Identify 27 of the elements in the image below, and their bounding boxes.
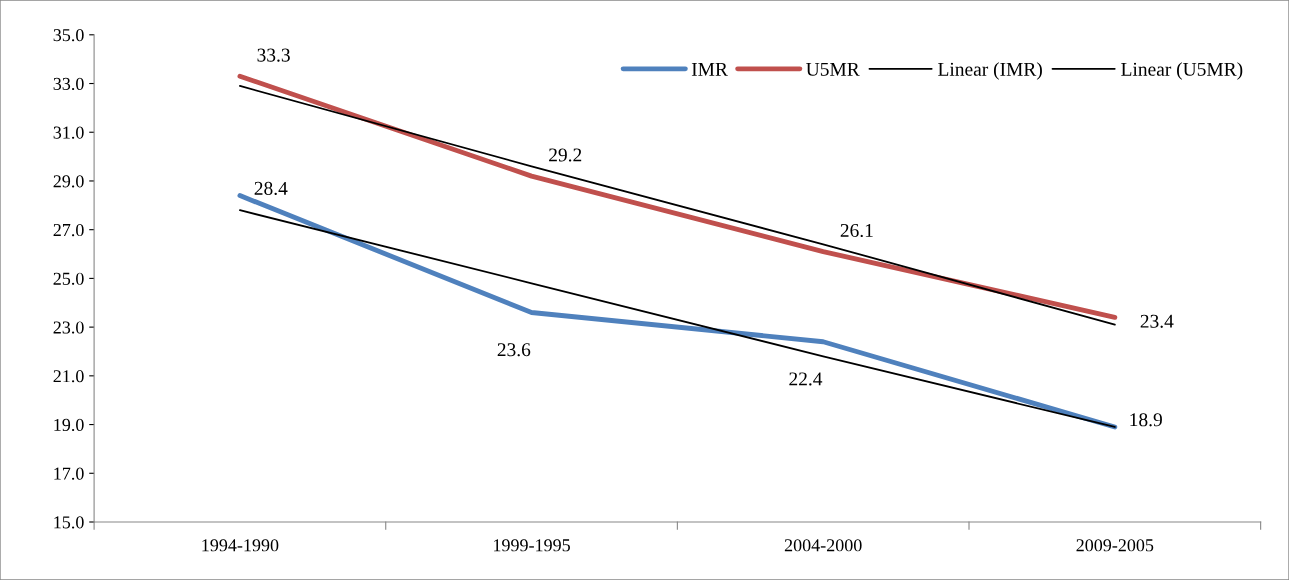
data-label: 33.3 bbox=[257, 48, 290, 62]
y-tick-label: 23.0 bbox=[53, 321, 84, 334]
y-tick-label: 17.0 bbox=[54, 467, 84, 480]
x-tick-label: 2009-2005 bbox=[1076, 539, 1154, 552]
y-tick-label: 25.0 bbox=[53, 272, 84, 285]
legend-label: Linear (IMR) bbox=[938, 62, 1042, 80]
data-label: 23.4 bbox=[1140, 314, 1174, 328]
y-tick-label: 35.0 bbox=[53, 29, 84, 42]
y-tick-label: 29.0 bbox=[53, 175, 84, 188]
data-label: 22.4 bbox=[789, 372, 823, 386]
data-label: 28.4 bbox=[254, 181, 288, 195]
data-label: 26.1 bbox=[840, 223, 873, 238]
legend-label: U5MR bbox=[806, 62, 860, 76]
data-label: 29.2 bbox=[549, 148, 582, 162]
y-tick-label: 19.0 bbox=[54, 418, 84, 432]
legend-label: IMR bbox=[691, 62, 728, 76]
x-tick-label: 2004-2000 bbox=[784, 539, 862, 552]
y-tick-label: 33.0 bbox=[53, 77, 84, 91]
y-tick-label: 15.0 bbox=[54, 516, 84, 529]
legend-label: Linear (U5MR) bbox=[1121, 62, 1243, 80]
data-label: 18.9 bbox=[1130, 413, 1162, 427]
data-label: 23.6 bbox=[497, 343, 531, 357]
x-tick-label: 1994-1990 bbox=[202, 539, 279, 552]
y-tick-label: 27.0 bbox=[53, 223, 84, 237]
y-tick-label: 31.0 bbox=[53, 126, 84, 139]
x-tick-label: 1999-1995 bbox=[494, 539, 570, 552]
y-tick-label: 21.0 bbox=[53, 370, 84, 383]
